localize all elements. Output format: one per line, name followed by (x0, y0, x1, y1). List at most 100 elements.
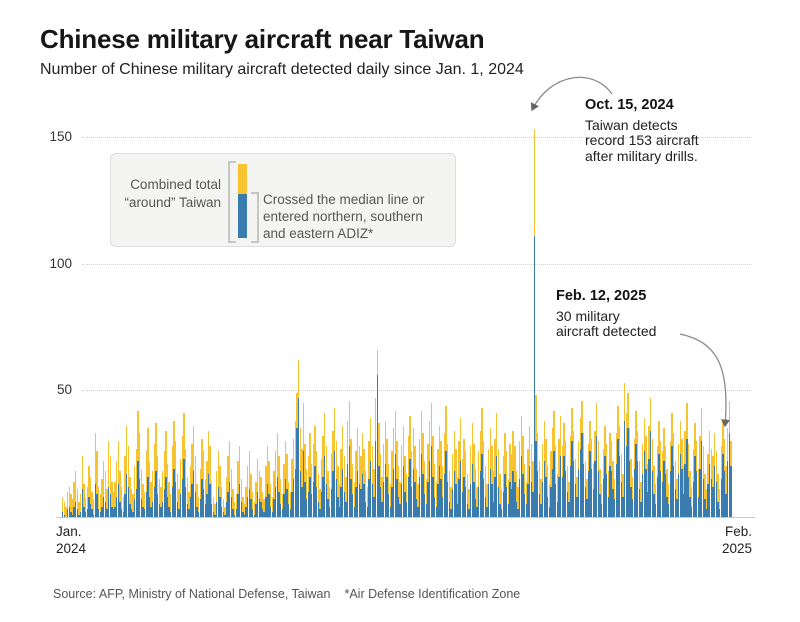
bar-crossed-segment (332, 471, 334, 517)
bar (147, 428, 149, 517)
bar (312, 443, 314, 517)
bar (351, 463, 354, 517)
bar-crossed-segment (481, 453, 483, 517)
bar-crossed-segment (376, 375, 378, 517)
bar-crossed-segment (183, 458, 185, 517)
bar-crossed-segment (648, 458, 650, 517)
bar-crossed-segment (445, 451, 447, 517)
gridline-50 (82, 390, 752, 392)
bar (717, 473, 719, 517)
bar-crossed-segment (440, 479, 442, 517)
bar (368, 441, 370, 517)
bar (369, 418, 372, 517)
bar (220, 486, 223, 517)
bar (543, 420, 545, 517)
bar (392, 428, 395, 517)
bar-crossed-segment (514, 481, 516, 517)
bar (288, 481, 290, 517)
bar (237, 461, 239, 517)
bar (576, 476, 578, 517)
bar (410, 451, 413, 517)
bar (194, 456, 197, 517)
bar (361, 433, 364, 517)
bar (284, 441, 287, 517)
bar-crossed-segment (602, 479, 604, 517)
annotation-feb-12-line-1: 30 military (556, 307, 620, 324)
bar-crossed-segment (201, 479, 203, 517)
bar-crossed-segment (270, 506, 272, 517)
bar (535, 395, 537, 517)
bar (278, 456, 280, 517)
bar (129, 476, 131, 517)
bar (476, 486, 478, 517)
bar-crossed-segment (145, 491, 147, 517)
bar (530, 443, 532, 517)
bar-crossed-segment (202, 489, 205, 517)
bar-crossed-segment (484, 496, 486, 517)
bar (663, 428, 665, 517)
bar-crossed-segment (356, 471, 359, 517)
bar (527, 448, 529, 517)
bar (419, 438, 421, 517)
bar-crossed-segment (196, 506, 198, 517)
bar-crossed-segment (96, 494, 98, 517)
bar-crossed-segment (425, 504, 428, 517)
bar-crossed-segment (695, 471, 698, 517)
bar (643, 418, 645, 517)
bar-crossed-segment (237, 494, 239, 517)
bar-crossed-segment (499, 504, 501, 517)
legend-crossed-label: Crossed the median line or entered north… (263, 191, 473, 242)
bar-crossed-segment (104, 501, 106, 517)
bar (171, 446, 174, 517)
bar-crossed-segment (88, 496, 90, 517)
bar-crossed-segment (614, 499, 616, 517)
bar (620, 453, 622, 517)
bar-crossed-segment (335, 479, 337, 517)
bar (646, 463, 649, 517)
bar (694, 423, 696, 517)
bar (181, 435, 183, 517)
legend-combined-label: Combined total “around” Taiwan (121, 176, 221, 212)
bar (448, 471, 450, 517)
bar-crossed-segment (315, 486, 318, 517)
plot-area (62, 127, 732, 517)
bar (551, 428, 554, 517)
bar (723, 438, 726, 517)
bar (548, 484, 550, 517)
bar (94, 433, 97, 517)
bar (155, 423, 157, 517)
bar (127, 446, 129, 517)
bar-crossed-segment (551, 468, 554, 517)
bar (674, 461, 677, 517)
bar (130, 489, 133, 517)
bar-crossed-segment (83, 506, 85, 517)
bar (589, 420, 591, 517)
bar (720, 446, 722, 517)
legend-combined-line-1: Combined total (130, 177, 221, 192)
bar-crossed-segment (636, 461, 639, 517)
bar (261, 491, 264, 517)
bar (296, 392, 298, 517)
bar-crossed-segment (76, 509, 79, 517)
bar-crossed-segment (114, 506, 116, 517)
bar (160, 486, 162, 517)
bar (281, 494, 283, 517)
bar-crossed-segment (520, 456, 523, 517)
bar-crossed-segment (609, 466, 611, 517)
bar (461, 458, 464, 517)
bar (342, 425, 344, 517)
bar-crossed-segment (558, 476, 560, 517)
bar-crossed-segment (230, 496, 233, 517)
bar (635, 410, 637, 517)
bar (604, 425, 606, 517)
bar-crossed-segment (433, 496, 436, 517)
bar (209, 446, 211, 517)
bar-crossed-segment (366, 506, 369, 517)
bar-crossed-segment (337, 496, 339, 517)
bar-crossed-segment (68, 506, 70, 517)
bar-crossed-segment (659, 471, 662, 517)
bar-crossed-segment (522, 473, 524, 517)
bar (338, 484, 341, 517)
bar (653, 466, 655, 517)
bar (702, 446, 704, 517)
